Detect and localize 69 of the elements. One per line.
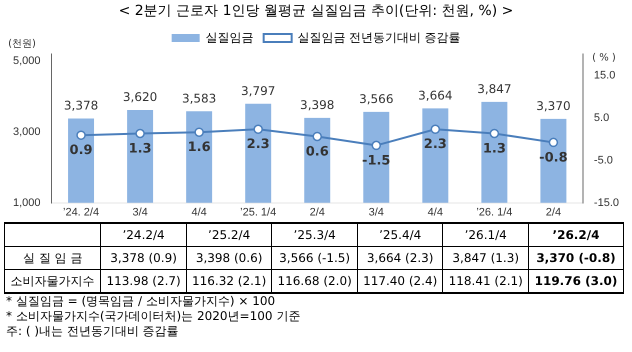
x-tick-label: ’26. 1/4 <box>476 206 512 218</box>
data-label: 1.3 <box>128 141 152 156</box>
text: ’25.3/4 <box>272 223 358 246</box>
data-label: 3,370 <box>536 98 571 113</box>
data-label: 3,566 <box>359 92 394 106</box>
y-axis-title: (천원) <box>8 38 36 50</box>
text: 3,566 (-1.5) <box>272 246 358 270</box>
text: 116.32 (2.1) <box>186 270 272 293</box>
point <box>76 130 86 140</box>
text: 3,370 (-0.8) <box>528 246 624 270</box>
data-label: 3,620 <box>122 90 158 104</box>
data-label: 2.3 <box>424 137 447 152</box>
x-tick-label: 4/4 <box>191 206 207 218</box>
data-label: 0.6 <box>306 144 329 160</box>
text: 주: ( )내는 전년동기대비 증감률 <box>6 324 180 339</box>
data-label: 3,398 <box>300 98 334 112</box>
legend-label: 실질임금 전년동기대비 증감률 <box>298 30 460 44</box>
point <box>430 124 440 134</box>
x-tick-label: 3/4 <box>368 206 384 218</box>
data-label: 3,378 <box>64 98 98 113</box>
text: * 실질임금 = (명목임금 / 소비자물가지수) × 100 <box>6 294 276 309</box>
text: ’26.2/4 <box>528 223 624 246</box>
legend-label: 실질임금 <box>206 30 254 44</box>
point <box>548 138 558 148</box>
text: 실 질 임 금 <box>4 246 101 270</box>
data-label: 3,847 <box>477 82 512 96</box>
text: 119.76 (3.0) <box>528 270 624 293</box>
y-tick-label: 1,000 <box>12 196 41 209</box>
text: * 소비자물가지수(국가데이터처)는 2020년=100 기준 <box>6 309 302 324</box>
data-label: 2.3 <box>246 137 270 152</box>
data-label: 1.3 <box>482 141 506 156</box>
x-tick-label: 4/4 <box>428 206 443 218</box>
chart-title: < 2분기 근로자 1인당 월평균 실질임금 추이(단위: 천원, %) > <box>118 2 514 21</box>
point <box>135 128 145 138</box>
text: ’26.1/4 <box>442 223 528 246</box>
y2-tick-label: -5.0 <box>594 154 613 166</box>
y2-tick-label: -15.0 <box>594 196 620 209</box>
y-tick-label: 3,000 <box>12 126 41 138</box>
point <box>194 127 204 137</box>
y2-tick-label: 15.0 <box>594 69 616 82</box>
point <box>490 128 500 138</box>
text: 3,398 (0.6) <box>186 246 272 270</box>
text: 113.98 (2.7) <box>100 270 186 293</box>
data-label: 1.6 <box>188 140 211 156</box>
x-tick-label: 2/4 <box>546 206 562 218</box>
point <box>372 140 382 150</box>
y-tick-label: 5,000 <box>12 55 41 68</box>
text: ’25.4/4 <box>357 223 443 246</box>
text: 3,847 (1.3) <box>442 246 528 270</box>
text: ’24.2/4 <box>100 223 186 246</box>
x-tick-label: 3/4 <box>132 206 148 218</box>
text: 소비자물가지수 <box>4 270 101 293</box>
text: 116.68 (2.0) <box>272 270 358 293</box>
data-label: 3,583 <box>182 91 216 106</box>
point <box>253 124 263 134</box>
text: 118.41 (2.1) <box>442 270 528 293</box>
point <box>312 132 322 142</box>
x-tick-label: ’24. 2/4 <box>63 206 100 218</box>
text: 3,378 (0.9) <box>100 246 186 270</box>
data-label: 3,664 <box>418 88 452 103</box>
text: ’25.2/4 <box>186 223 272 246</box>
y2-axis-title: ( % ) <box>592 52 616 64</box>
x-tick-label: 2/4 <box>310 206 325 218</box>
text: 117.40 (2.4) <box>357 270 443 293</box>
x-tick-label: ’25. 1/4 <box>240 206 276 218</box>
y2-tick-label: 5.0 <box>594 112 610 124</box>
data-label: 0.9 <box>70 143 93 158</box>
data-label: 3,797 <box>241 84 276 98</box>
text: 3,664 (2.3) <box>357 246 443 270</box>
